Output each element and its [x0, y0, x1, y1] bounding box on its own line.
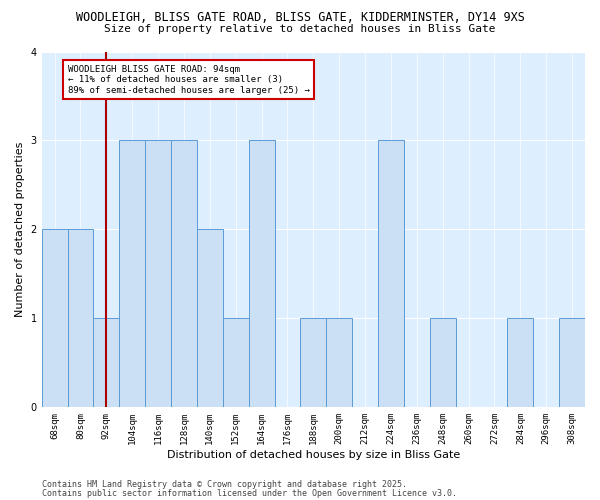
Bar: [559, 318, 585, 408]
Bar: [301, 318, 326, 408]
Bar: [145, 140, 171, 407]
Bar: [41, 230, 68, 408]
Bar: [326, 318, 352, 408]
Bar: [223, 318, 248, 408]
Bar: [197, 230, 223, 408]
Bar: [94, 318, 119, 408]
Bar: [68, 230, 94, 408]
Text: Contains HM Land Registry data © Crown copyright and database right 2025.: Contains HM Land Registry data © Crown c…: [42, 480, 407, 489]
Bar: [508, 318, 533, 408]
Text: WOODLEIGH BLISS GATE ROAD: 94sqm
← 11% of detached houses are smaller (3)
89% of: WOODLEIGH BLISS GATE ROAD: 94sqm ← 11% o…: [68, 65, 310, 94]
Text: Size of property relative to detached houses in Bliss Gate: Size of property relative to detached ho…: [104, 24, 496, 34]
Bar: [248, 140, 275, 407]
Bar: [378, 140, 404, 407]
Text: Contains public sector information licensed under the Open Government Licence v3: Contains public sector information licen…: [42, 488, 457, 498]
Bar: [430, 318, 455, 408]
Bar: [171, 140, 197, 407]
Text: WOODLEIGH, BLISS GATE ROAD, BLISS GATE, KIDDERMINSTER, DY14 9XS: WOODLEIGH, BLISS GATE ROAD, BLISS GATE, …: [76, 11, 524, 24]
Bar: [119, 140, 145, 407]
X-axis label: Distribution of detached houses by size in Bliss Gate: Distribution of detached houses by size …: [167, 450, 460, 460]
Y-axis label: Number of detached properties: Number of detached properties: [15, 142, 25, 317]
